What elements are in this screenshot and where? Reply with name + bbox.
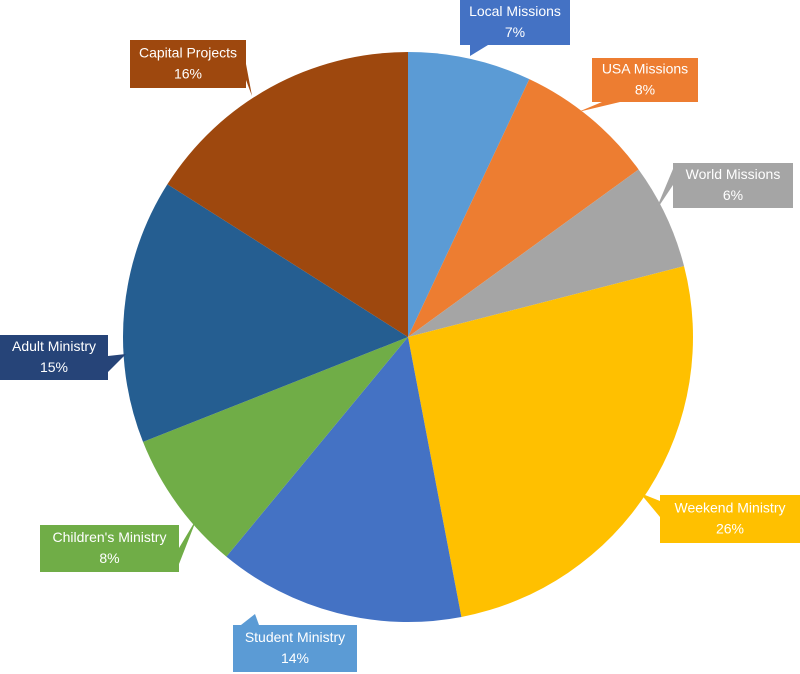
slice-name: Adult Ministry xyxy=(12,338,96,354)
slice-value-label: 15% xyxy=(40,359,68,375)
slice-name: Student Ministry xyxy=(245,629,345,645)
slice-value-label: 14% xyxy=(281,650,309,666)
callout-box xyxy=(233,625,357,672)
slice-value-label: 16% xyxy=(174,66,202,82)
callout-box xyxy=(592,58,698,102)
callout-pointer xyxy=(179,518,197,564)
pie-slice xyxy=(408,52,530,337)
callout-pointer xyxy=(108,354,126,372)
slice-name: Children's Ministry xyxy=(53,529,167,545)
slice-value-label: 8% xyxy=(99,550,119,566)
slice-name: Weekend Ministry xyxy=(674,500,785,516)
pie-slice xyxy=(226,337,462,622)
pie-slice xyxy=(143,337,408,557)
slice-value-label: 8% xyxy=(635,82,655,98)
callout-pointer xyxy=(578,102,620,112)
pie-slice xyxy=(408,169,685,337)
callout-box xyxy=(660,495,800,543)
callout-pointer xyxy=(640,493,660,517)
pie-slice xyxy=(123,184,408,442)
callout-pointer xyxy=(246,64,252,96)
pie-slice xyxy=(167,52,408,337)
callout-box xyxy=(40,525,179,572)
pie-slice xyxy=(408,266,694,617)
slice-value-label: 26% xyxy=(716,521,744,537)
slice-name: Capital Projects xyxy=(139,45,237,61)
callout-box xyxy=(460,0,570,45)
callout-box xyxy=(130,40,246,88)
slice-name: Local Missions xyxy=(469,3,561,19)
slice-name: USA Missions xyxy=(602,61,688,77)
slice-value-label: 6% xyxy=(723,187,743,203)
callout-pointer xyxy=(655,169,673,212)
callout-pointer xyxy=(470,45,488,56)
slice-name: World Missions xyxy=(686,166,781,182)
callout-box xyxy=(0,335,108,380)
callout-box xyxy=(673,163,793,208)
slice-value-label: 7% xyxy=(505,24,525,40)
callout-pointer xyxy=(241,614,259,625)
pie-slice xyxy=(408,79,639,337)
